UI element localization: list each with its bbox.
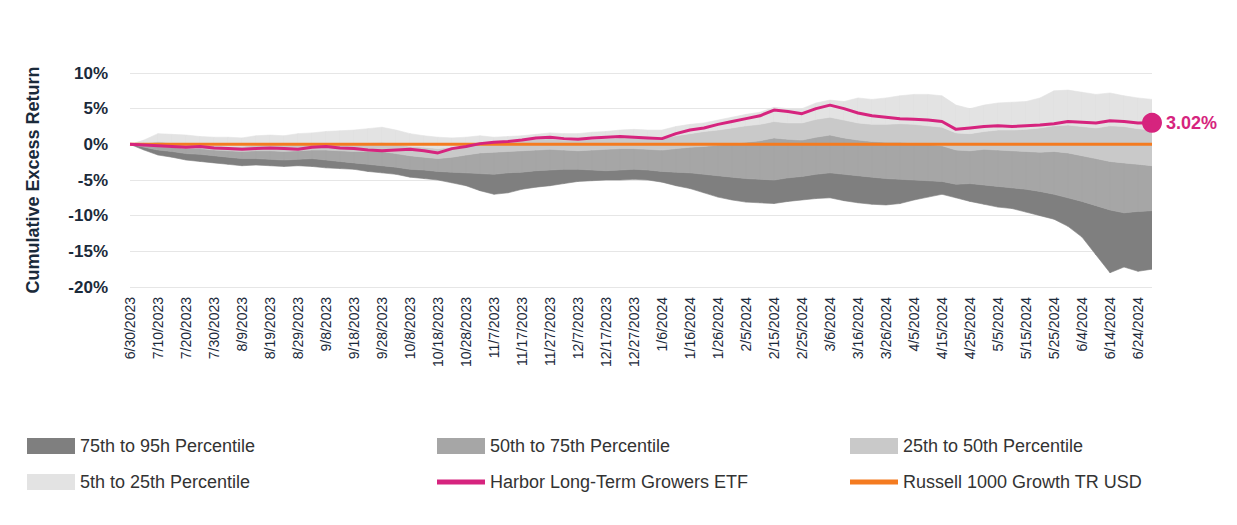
svg-text:-5%: -5% bbox=[78, 171, 108, 190]
svg-text:4/15/2024: 4/15/2024 bbox=[934, 297, 950, 359]
svg-text:12/27/2023: 12/27/2023 bbox=[626, 297, 642, 367]
svg-text:12/17/2023: 12/17/2023 bbox=[598, 297, 614, 367]
svg-text:Cumulative Excess Return: Cumulative Excess Return bbox=[23, 66, 43, 293]
svg-text:9/28/2023: 9/28/2023 bbox=[374, 297, 390, 359]
svg-text:4/25/2024: 4/25/2024 bbox=[962, 297, 978, 359]
svg-text:6/24/2024: 6/24/2024 bbox=[1130, 297, 1146, 359]
svg-text:25th to 50th Percentile: 25th to 50th Percentile bbox=[903, 436, 1083, 456]
svg-text:-10%: -10% bbox=[68, 206, 108, 225]
svg-text:3.02%: 3.02% bbox=[1166, 113, 1217, 133]
svg-text:10%: 10% bbox=[74, 64, 108, 83]
svg-text:7/10/2023: 7/10/2023 bbox=[150, 297, 166, 359]
svg-text:3/26/2024: 3/26/2024 bbox=[878, 297, 894, 359]
svg-text:7/20/2023: 7/20/2023 bbox=[178, 297, 194, 359]
svg-text:75th to 95h Percentile: 75th to 95h Percentile bbox=[80, 436, 255, 456]
svg-text:6/30/2023: 6/30/2023 bbox=[122, 297, 138, 359]
svg-text:5/15/2024: 5/15/2024 bbox=[1018, 297, 1034, 359]
svg-text:1/6/2024: 1/6/2024 bbox=[654, 297, 670, 352]
svg-text:11/27/2023: 11/27/2023 bbox=[542, 297, 558, 366]
svg-text:0%: 0% bbox=[83, 135, 108, 154]
svg-text:2/25/2024: 2/25/2024 bbox=[794, 297, 810, 359]
svg-text:8/9/2023: 8/9/2023 bbox=[234, 297, 250, 352]
svg-text:8/29/2023: 8/29/2023 bbox=[290, 297, 306, 359]
svg-text:11/17/2023: 11/17/2023 bbox=[514, 297, 530, 366]
svg-text:12/7/2023: 12/7/2023 bbox=[570, 297, 586, 359]
svg-text:7/30/2023: 7/30/2023 bbox=[206, 297, 222, 359]
svg-text:9/18/2023: 9/18/2023 bbox=[346, 297, 362, 359]
svg-text:5/5/2024: 5/5/2024 bbox=[990, 297, 1006, 352]
svg-text:5th to 25th Percentile: 5th to 25th Percentile bbox=[80, 472, 250, 492]
svg-text:4/5/2024: 4/5/2024 bbox=[906, 297, 922, 352]
svg-text:3/16/2024: 3/16/2024 bbox=[850, 297, 866, 359]
svg-text:6/14/2024: 6/14/2024 bbox=[1102, 297, 1118, 359]
svg-text:10/18/2023: 10/18/2023 bbox=[430, 297, 446, 367]
svg-text:6/4/2024: 6/4/2024 bbox=[1074, 297, 1090, 352]
svg-text:5/25/2024: 5/25/2024 bbox=[1046, 297, 1062, 359]
svg-text:5%: 5% bbox=[83, 99, 108, 118]
svg-text:2/15/2024: 2/15/2024 bbox=[766, 297, 782, 359]
svg-text:8/19/2023: 8/19/2023 bbox=[262, 297, 278, 359]
svg-text:1/16/2024: 1/16/2024 bbox=[682, 297, 698, 359]
svg-text:11/7/2023: 11/7/2023 bbox=[486, 297, 502, 358]
svg-text:1/26/2024: 1/26/2024 bbox=[710, 297, 726, 359]
svg-text:9/8/2023: 9/8/2023 bbox=[318, 297, 334, 352]
svg-text:3/6/2024: 3/6/2024 bbox=[822, 297, 838, 352]
svg-text:-20%: -20% bbox=[68, 278, 108, 297]
svg-text:-15%: -15% bbox=[68, 242, 108, 261]
svg-text:2/5/2024: 2/5/2024 bbox=[738, 297, 754, 352]
svg-text:Harbor Long-Term Growers ETF: Harbor Long-Term Growers ETF bbox=[490, 472, 748, 492]
svg-text:50th to 75th Percentile: 50th to 75th Percentile bbox=[490, 436, 670, 456]
svg-text:10/8/2023: 10/8/2023 bbox=[402, 297, 418, 359]
svg-text:Russell 1000 Growth TR USD: Russell 1000 Growth TR USD bbox=[903, 472, 1142, 492]
svg-text:10/28/2023: 10/28/2023 bbox=[458, 297, 474, 367]
